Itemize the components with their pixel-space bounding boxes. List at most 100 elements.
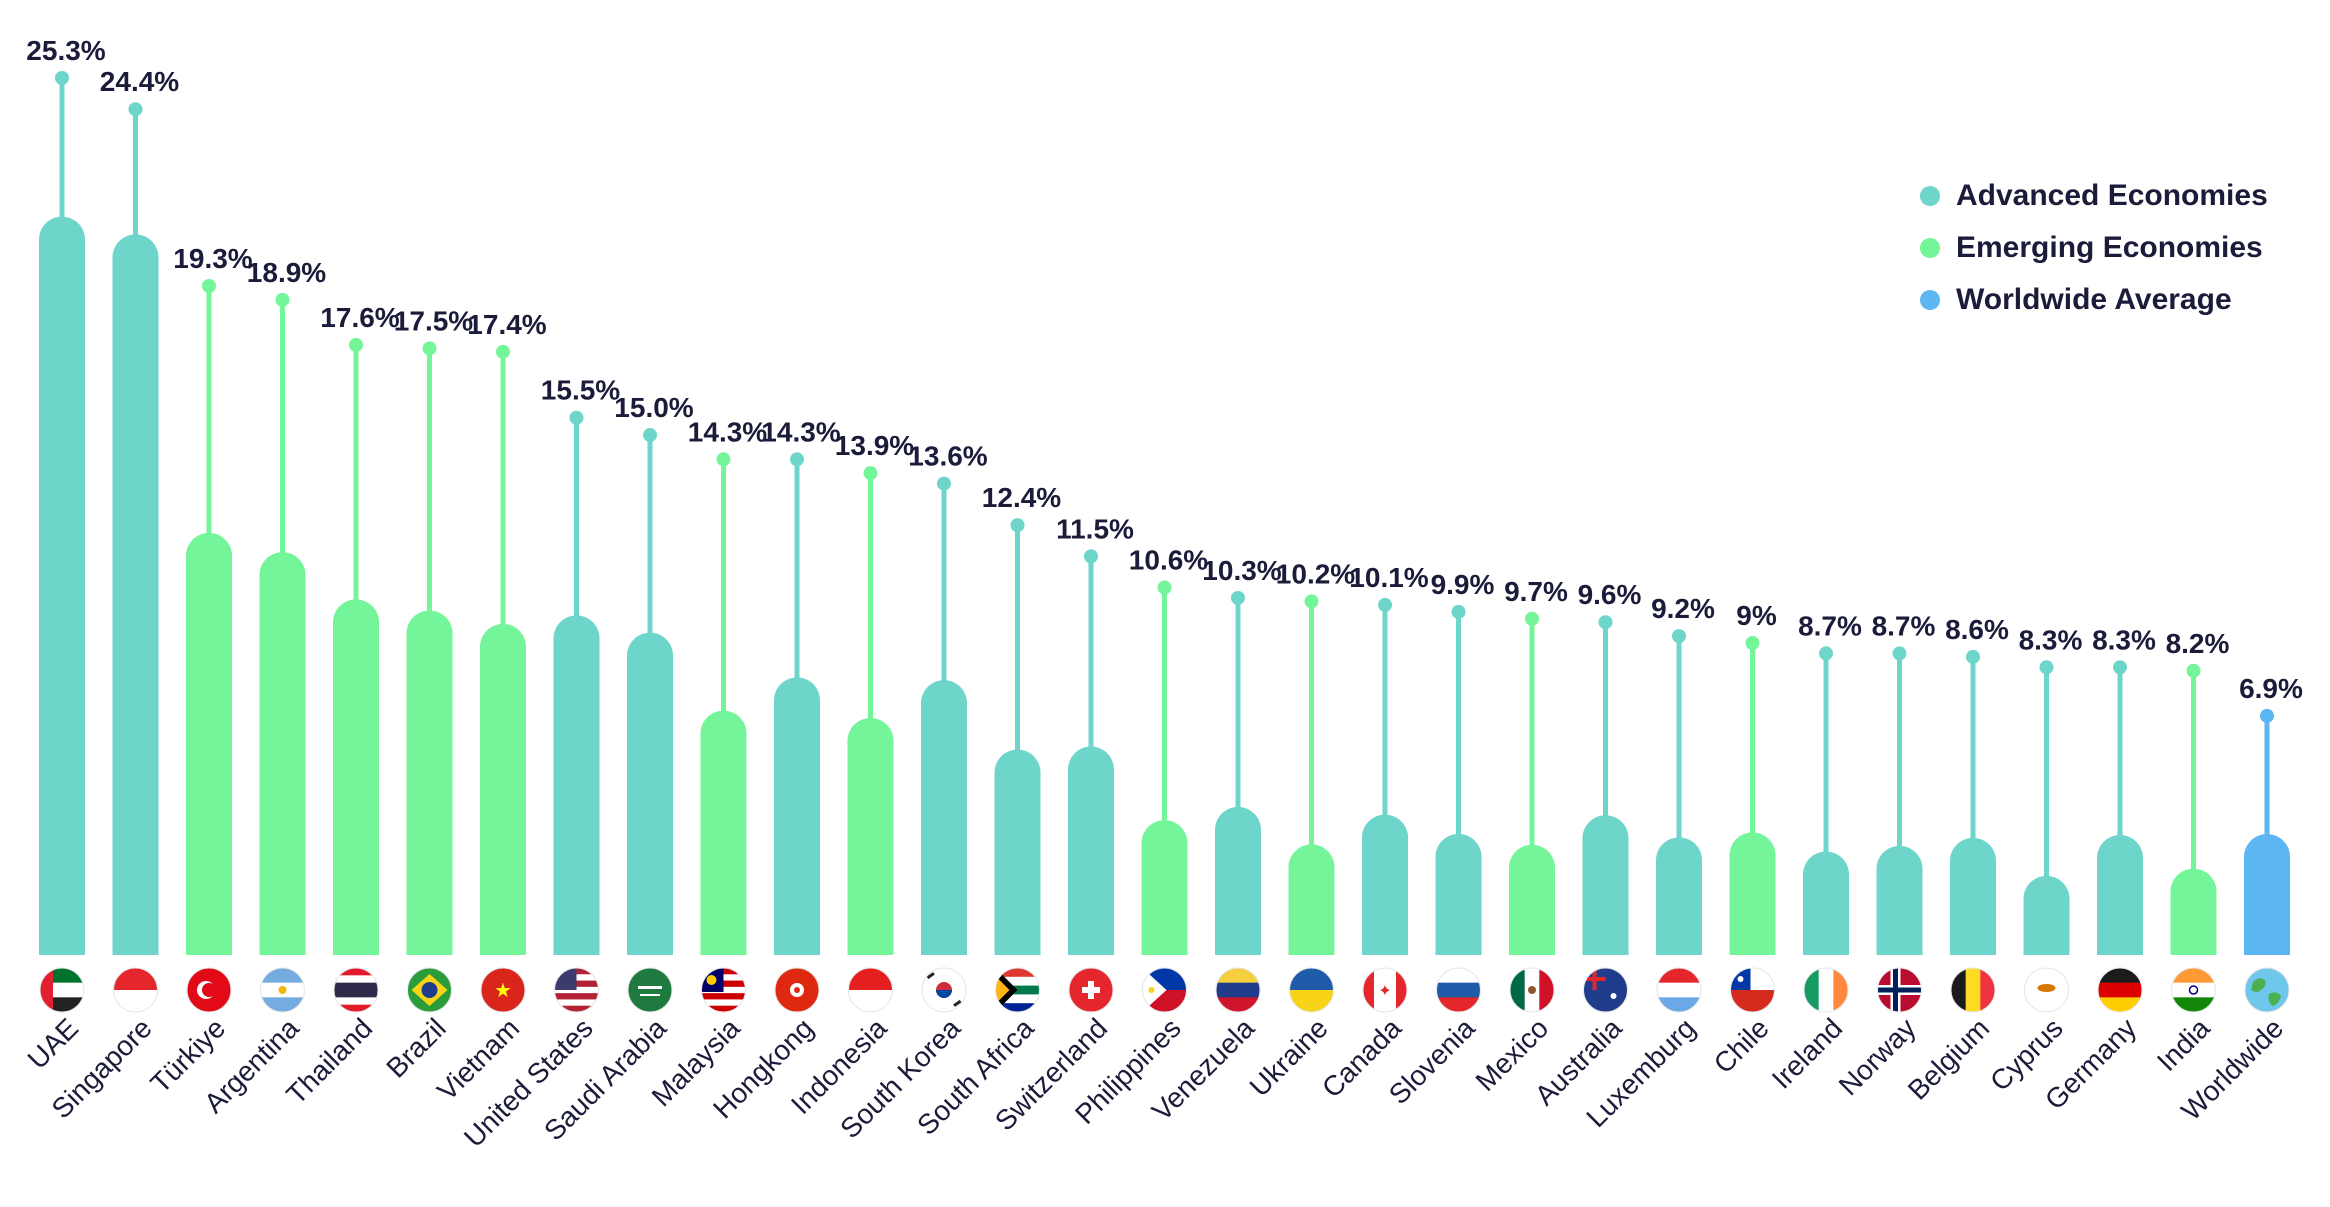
flag-uae: [39, 967, 85, 1013]
legend-dot-worldwide: [1920, 290, 1940, 310]
data-label: 24.4%: [100, 66, 179, 97]
data-label: 8.3%: [2019, 624, 2083, 655]
bar-stem: [721, 459, 726, 955]
bar: [1141, 820, 1188, 955]
data-label: 17.4%: [467, 309, 546, 340]
flag-switzerland: [1068, 967, 1114, 1013]
data-label: 8.6%: [1945, 614, 2009, 645]
data-label: 6.9%: [2239, 673, 2303, 704]
bar-group: 19.3%Türkiye: [144, 243, 252, 1099]
flag-argentina: [260, 967, 305, 1013]
bar-tip-dot: [1745, 636, 1760, 651]
bar-group: 9% Chile: [1708, 600, 1777, 1079]
flag-south-korea: [921, 967, 967, 1013]
bar-group: 10.1%✦Canada: [1316, 562, 1429, 1104]
data-label: 10.1%: [1349, 562, 1428, 593]
data-label: 19.3%: [173, 243, 252, 274]
data-label: 11.5%: [1056, 513, 1134, 544]
data-label: 15.0%: [614, 392, 693, 423]
bar-tip-dot: [422, 341, 437, 356]
bar: [847, 717, 894, 955]
bar-group: 8.7%Norway: [1833, 610, 1936, 1101]
flag-norway: [1877, 967, 1922, 1013]
bar: [2023, 875, 2070, 955]
legend: Advanced Economies Emerging Economies Wo…: [1920, 170, 2268, 326]
bar-tip-dot: [1231, 590, 1245, 605]
bar-group: 8.7%Ireland: [1766, 610, 1862, 1094]
flag-luxemburg: [1656, 967, 1702, 1013]
category-label: Chile: [1708, 1012, 1775, 1079]
flag-malaysia: [701, 967, 746, 1013]
bar-tip-dot: [1084, 549, 1098, 564]
data-label: 17.6%: [320, 302, 399, 333]
bar-stem: [1015, 525, 1020, 955]
bar-tip-dot: [863, 466, 878, 481]
bar-tip-dot: [275, 292, 290, 307]
bar: [406, 610, 453, 955]
bar-tip-dot: [1157, 580, 1172, 595]
bar-stem: [1456, 611, 1461, 955]
category-label: Belgium: [1902, 1012, 1995, 1105]
bar-stem: [1382, 604, 1388, 955]
bar-stem: [1823, 653, 1829, 955]
bar-group: 8.3%Cyprus: [1984, 624, 2082, 1097]
bar-group: 25.3% UAE: [22, 35, 106, 1075]
flag-philippines: [1142, 967, 1187, 1013]
bar: [1729, 832, 1776, 955]
bar: [1950, 837, 1996, 955]
data-label: 8.7%: [1798, 610, 1862, 641]
flag-ukraine: [1289, 967, 1334, 1013]
bar: [627, 632, 673, 955]
category-label: UAE: [22, 1012, 85, 1075]
globe-icon: [2244, 967, 2290, 1013]
svg-text:✦: ✦: [1378, 983, 1391, 1000]
bar-tip-dot: [1451, 604, 1466, 619]
bar: [774, 677, 820, 955]
flag-turkiye: [186, 967, 232, 1013]
bar: [39, 216, 85, 956]
bar-tip-dot: [496, 344, 510, 359]
bar: [1215, 806, 1261, 955]
data-label: 15.5%: [541, 375, 620, 406]
bar: [112, 234, 159, 956]
flag-brazil: [407, 967, 452, 1013]
bar-stem: [1897, 653, 1902, 955]
flag-indonesia: [848, 967, 893, 1013]
bar-tip-dot: [716, 452, 731, 467]
bar: [259, 552, 306, 955]
data-label: 9.2%: [1651, 593, 1715, 624]
data-label: 10.6%: [1129, 545, 1208, 576]
flag-chile: [1730, 967, 1775, 1013]
data-label: 17.5%: [394, 305, 473, 336]
legend-label-advanced: Advanced Economies: [1956, 179, 2268, 212]
bar-tip-dot: [1966, 649, 1980, 664]
bar: [1582, 815, 1629, 955]
bar-stem: [868, 473, 873, 955]
flag-vietnam: ★: [480, 967, 526, 1013]
bar-tip-dot: [1525, 611, 1539, 626]
category-label: Brazil: [380, 1012, 451, 1083]
bar-tip-dot: [1598, 615, 1613, 630]
bar-tip-dot: [790, 452, 804, 467]
bar-tip-dot: [2186, 663, 2201, 678]
bar-stem: [1970, 656, 1976, 955]
data-label: 8.2%: [2166, 628, 2230, 659]
flag-india: [2171, 967, 2216, 1013]
data-label: 9.6%: [1578, 579, 1642, 610]
data-label: 9%: [1736, 600, 1777, 631]
data-label: 25.3%: [26, 35, 105, 66]
bar: [1362, 814, 1408, 955]
flag-united-states: [554, 967, 599, 1013]
data-label: 8.3%: [2092, 624, 2156, 655]
data-label: 9.9%: [1431, 569, 1495, 600]
bar-tip-dot: [1304, 594, 1319, 609]
bar: [480, 623, 526, 955]
bar-tip-dot: [349, 337, 363, 352]
flag-australia: [1583, 967, 1628, 1013]
bar-tip-dot: [2260, 708, 2274, 723]
flag-venezuela: [1215, 967, 1261, 1013]
category-label: India: [2151, 1012, 2216, 1077]
bar: [1876, 845, 1923, 955]
bar-group: 17.5% Brazil: [380, 305, 473, 1083]
